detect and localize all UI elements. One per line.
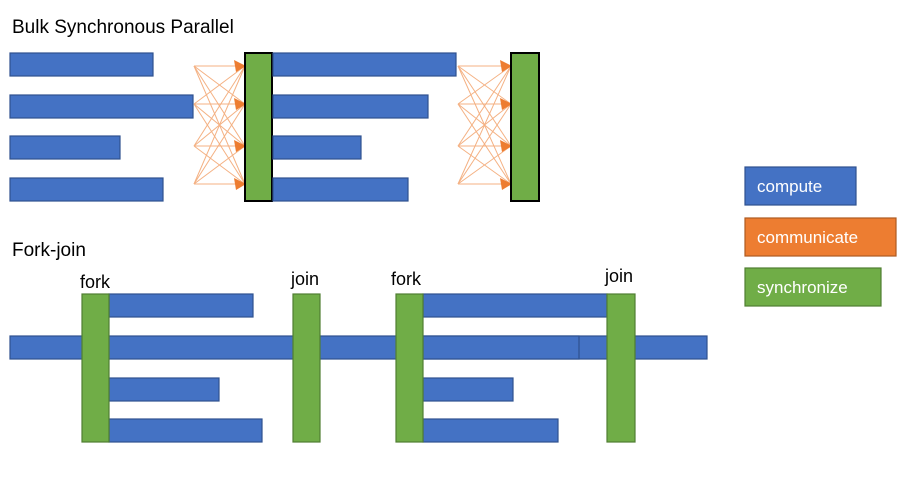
legend-communicate-label: communicate <box>757 228 858 247</box>
forkjoin-compute-bar <box>422 293 608 318</box>
bsp-compute-bar <box>272 135 362 160</box>
fork-barrier-2 <box>395 293 424 443</box>
communicate-edge <box>457 65 512 185</box>
legend-synchronize-label: synchronize <box>757 278 848 297</box>
communicate-edge <box>193 145 246 185</box>
communicate-edge <box>457 103 512 185</box>
communicate-arrowhead <box>234 98 246 110</box>
fork-label-2: fork <box>391 269 422 289</box>
bsp-title: Bulk Synchronous Parallel <box>12 17 234 38</box>
bsp-compute-bar <box>9 94 194 119</box>
bsp-communicate-edges-2 <box>457 60 512 190</box>
join-barrier-2 <box>606 293 636 443</box>
forkjoin-compute-bar <box>422 377 514 402</box>
legend-communicate-swatch <box>744 217 897 257</box>
communicate-arrowhead <box>234 178 246 190</box>
legend-compute-swatch <box>744 166 857 206</box>
communicate-edge <box>193 65 246 105</box>
bsp-compute-bar <box>9 177 164 202</box>
communicate-arrowhead <box>500 178 512 190</box>
bsp-barrier-2 <box>510 52 540 202</box>
communicate-arrowhead <box>500 140 512 152</box>
legend-compute-label: compute <box>757 177 822 196</box>
forkjoin-compute-bar <box>108 377 220 402</box>
fork-label-1: fork <box>80 272 111 292</box>
forkjoin-compute-bar <box>108 293 254 318</box>
forkjoin-title: Fork-join <box>12 240 86 261</box>
communicate-edge <box>193 65 246 147</box>
bsp-compute-bar <box>272 177 409 202</box>
communicate-edge <box>457 145 512 185</box>
forkjoin-compute-bar <box>108 418 263 443</box>
communicate-edge <box>457 65 512 105</box>
forkjoin-main-thread-bar <box>9 335 708 360</box>
bsp-compute-bar <box>9 52 154 77</box>
communicate-edge <box>193 103 246 185</box>
communicate-arrowhead <box>234 60 246 72</box>
bsp-compute-bar <box>272 94 429 119</box>
communicate-edge <box>457 65 512 147</box>
communicate-arrowhead <box>500 98 512 110</box>
bsp-communicate-edges-1 <box>193 60 246 190</box>
forkjoin-compute-bar <box>422 335 580 360</box>
bsp-compute-bar <box>272 52 457 77</box>
legend: compute communicate synchronize <box>744 166 897 307</box>
join-barrier-1 <box>292 293 321 443</box>
communicate-arrowhead <box>234 140 246 152</box>
join-label-2: join <box>604 266 633 286</box>
bsp-compute-bar <box>9 135 121 160</box>
communicate-arrowhead <box>500 60 512 72</box>
join-label-1: join <box>290 269 319 289</box>
communicate-edge <box>193 65 246 185</box>
fork-barrier-1 <box>81 293 110 443</box>
legend-synchronize-swatch <box>744 267 882 307</box>
forkjoin-compute-bar <box>422 418 559 443</box>
bsp-barrier-1 <box>244 52 273 202</box>
